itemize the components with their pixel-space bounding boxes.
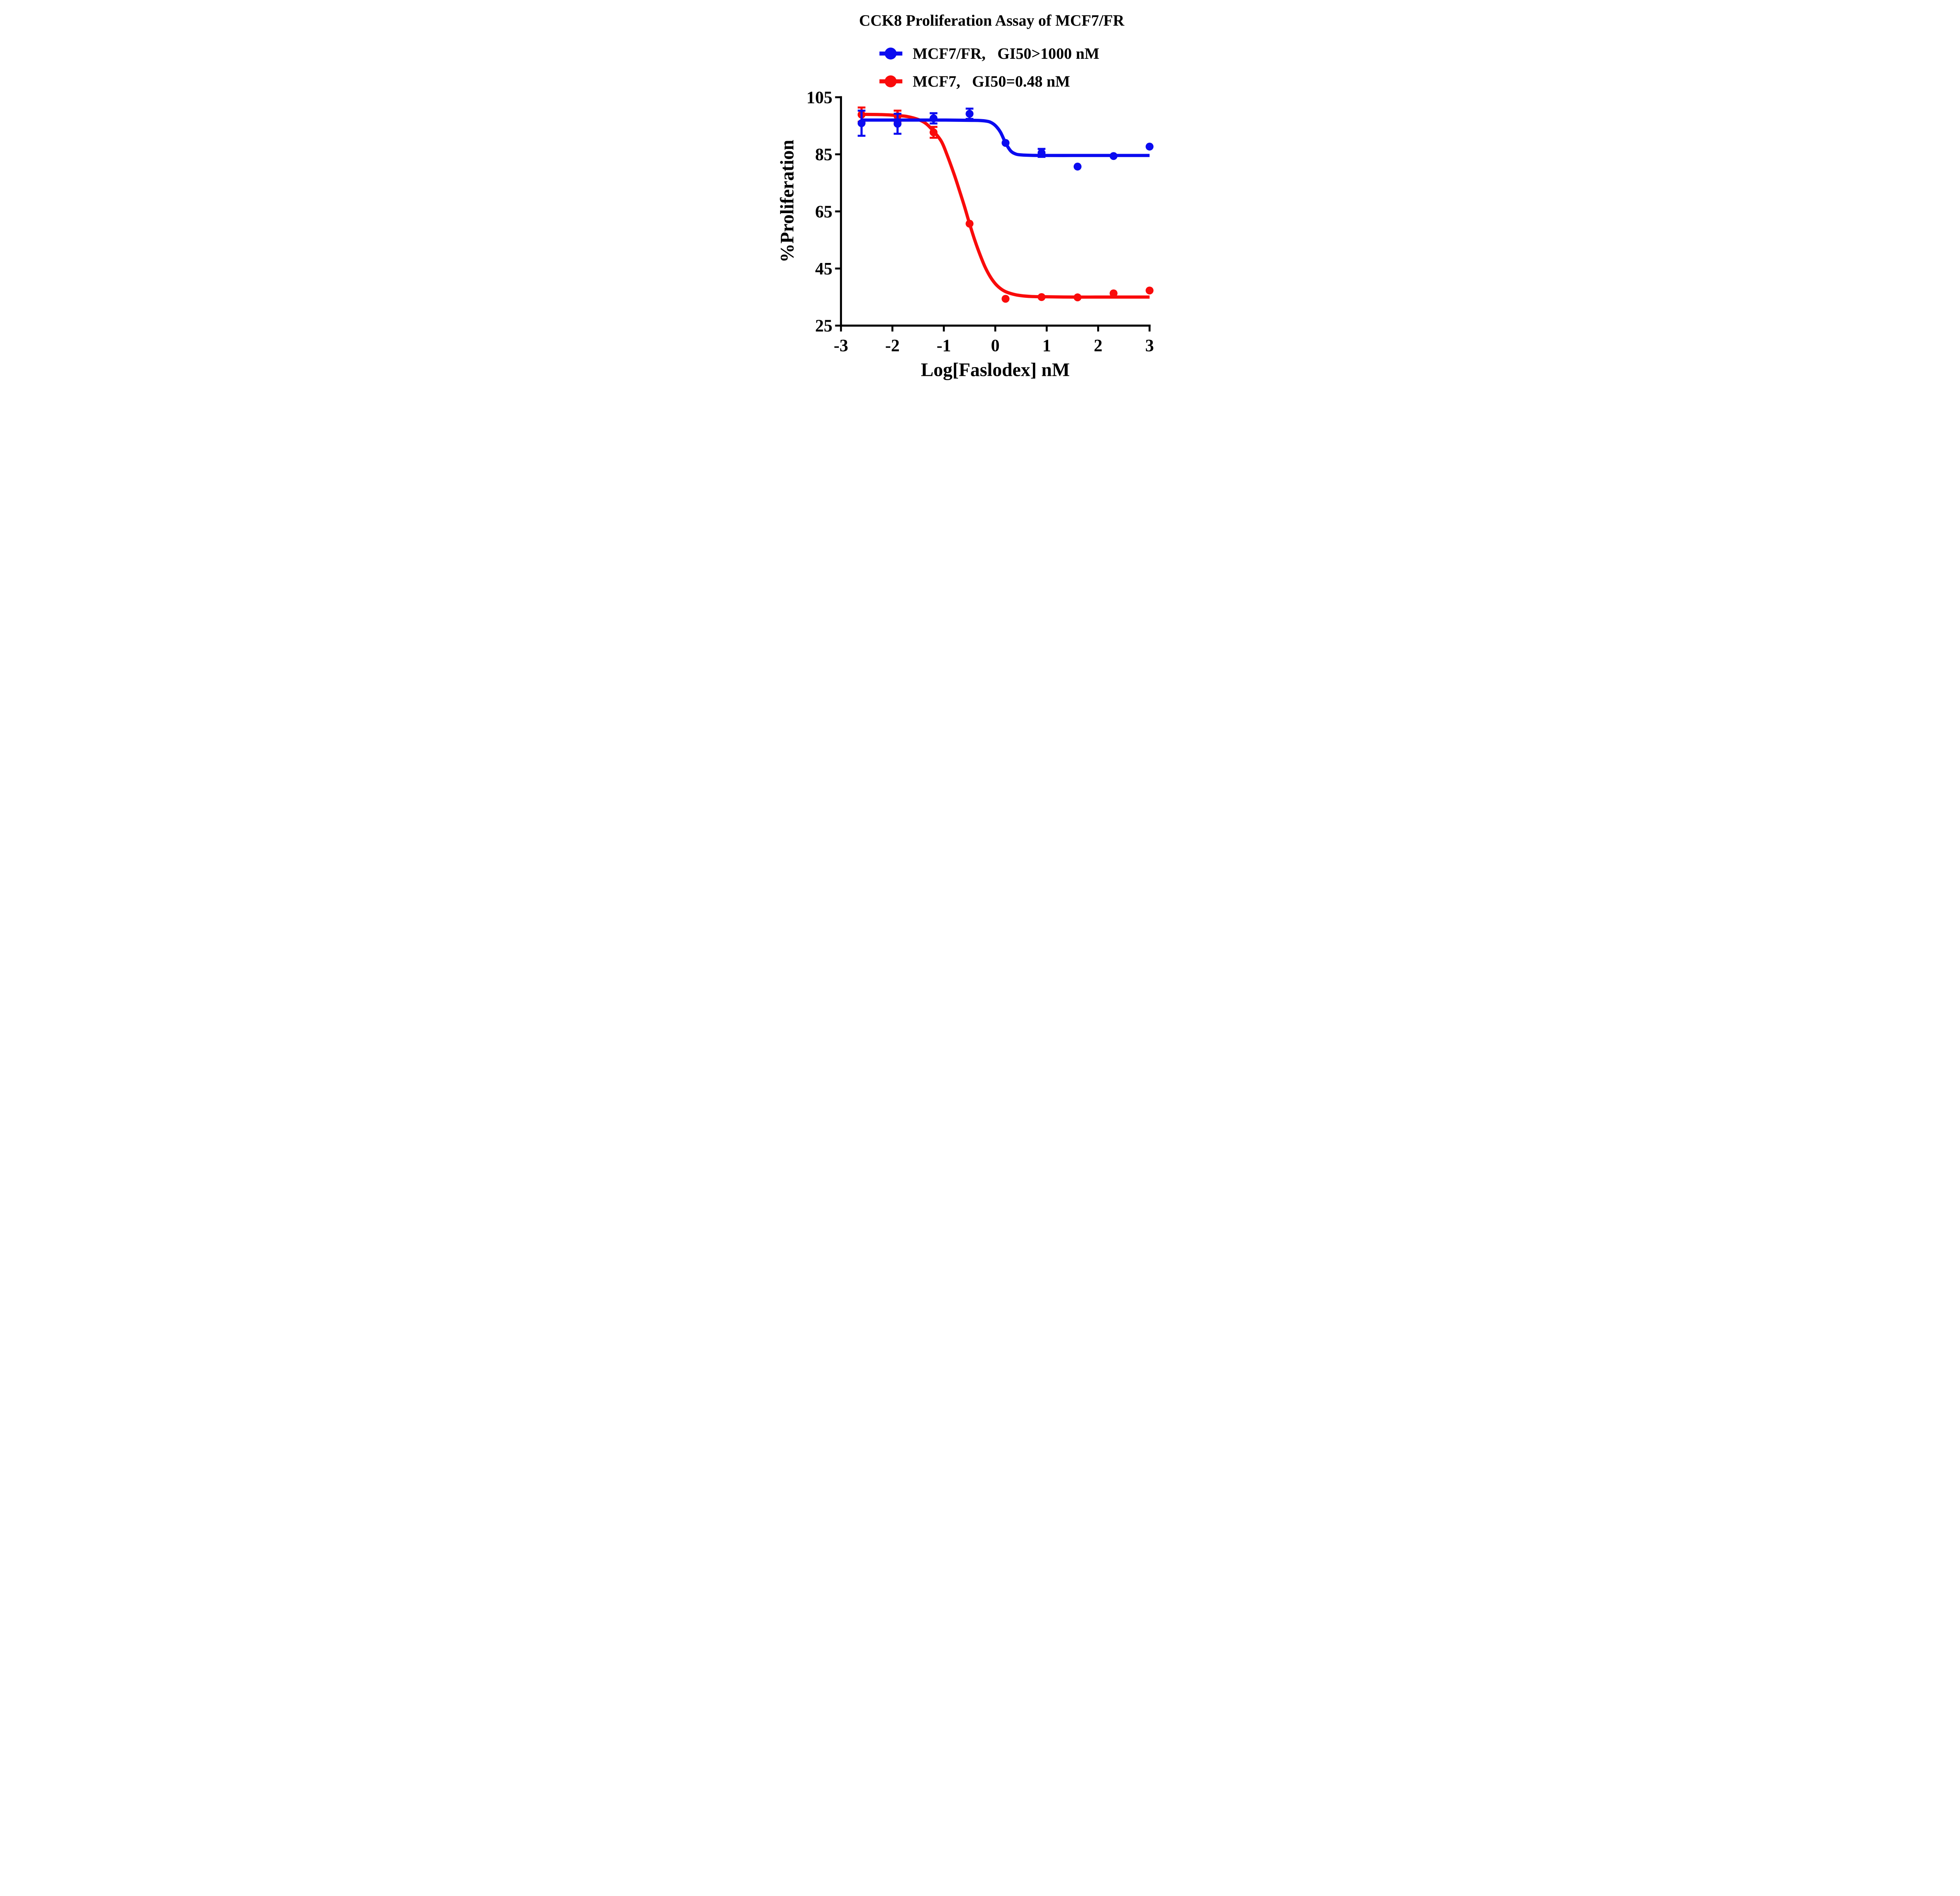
proliferation-chart: CCK8 Proliferation Assay of MCF7/FR MCF7… <box>768 0 1192 390</box>
legend: MCF7/FR, GI50>1000 nM MCF7, GI50=0.48 nM <box>879 45 1100 90</box>
data-point <box>965 219 974 228</box>
data-point <box>965 110 974 118</box>
x-tick-label: -1 <box>936 336 951 355</box>
x-tick-label: 2 <box>1094 336 1102 355</box>
data-point <box>1073 163 1082 171</box>
chart-title: CCK8 Proliferation Assay of MCF7/FR <box>859 11 1125 29</box>
legend-marker-mcf7fr-icon <box>884 47 897 60</box>
legend-item-mcf7: MCF7, GI50=0.48 nM <box>879 73 1070 90</box>
y-tick-label: 25 <box>815 316 832 335</box>
data-point <box>1109 289 1118 297</box>
data-point <box>1109 152 1118 160</box>
y-tick-label: 65 <box>815 202 832 221</box>
x-tick-label: 0 <box>991 336 1000 355</box>
legend-label-mcf7: MCF7, GI50=0.48 nM <box>913 73 1070 90</box>
x-tick-label: 1 <box>1042 336 1051 355</box>
data-point <box>1037 293 1046 301</box>
data-point <box>929 128 938 136</box>
x-tick-label: 3 <box>1145 336 1154 355</box>
legend-label-mcf7fr: MCF7/FR, GI50>1000 nM <box>913 45 1099 62</box>
legend-marker-mcf7-icon <box>884 75 897 87</box>
y-tick-label: 105 <box>806 88 832 107</box>
x-tick-label: -2 <box>885 336 900 355</box>
data-point <box>1145 143 1154 151</box>
data-points-mcf7fr <box>857 110 1154 171</box>
data-point <box>1073 293 1082 301</box>
x-tick-label: -3 <box>834 336 848 355</box>
plot-area: 105 85 65 45 25-3 -2 -1 0 1 2 3 <box>806 88 1154 355</box>
data-point <box>857 119 866 127</box>
data-point <box>893 120 902 128</box>
data-point <box>1037 149 1046 157</box>
legend-item-mcf7fr: MCF7/FR, GI50>1000 nM <box>879 45 1100 62</box>
y-tick-label: 45 <box>815 259 832 278</box>
y-tick-label: 85 <box>815 145 832 164</box>
y-axis-label: %Proliferation <box>777 140 798 263</box>
data-point <box>929 114 938 123</box>
data-point <box>1002 295 1010 303</box>
x-axis-label: Log[Faslodex] nM <box>921 360 1070 381</box>
figure-container: CCK8 Proliferation Assay of MCF7/FR MCF7… <box>768 0 1192 390</box>
data-point <box>1145 286 1154 295</box>
fit-curve-mcf7fr <box>861 118 1150 157</box>
data-point <box>1002 139 1010 147</box>
